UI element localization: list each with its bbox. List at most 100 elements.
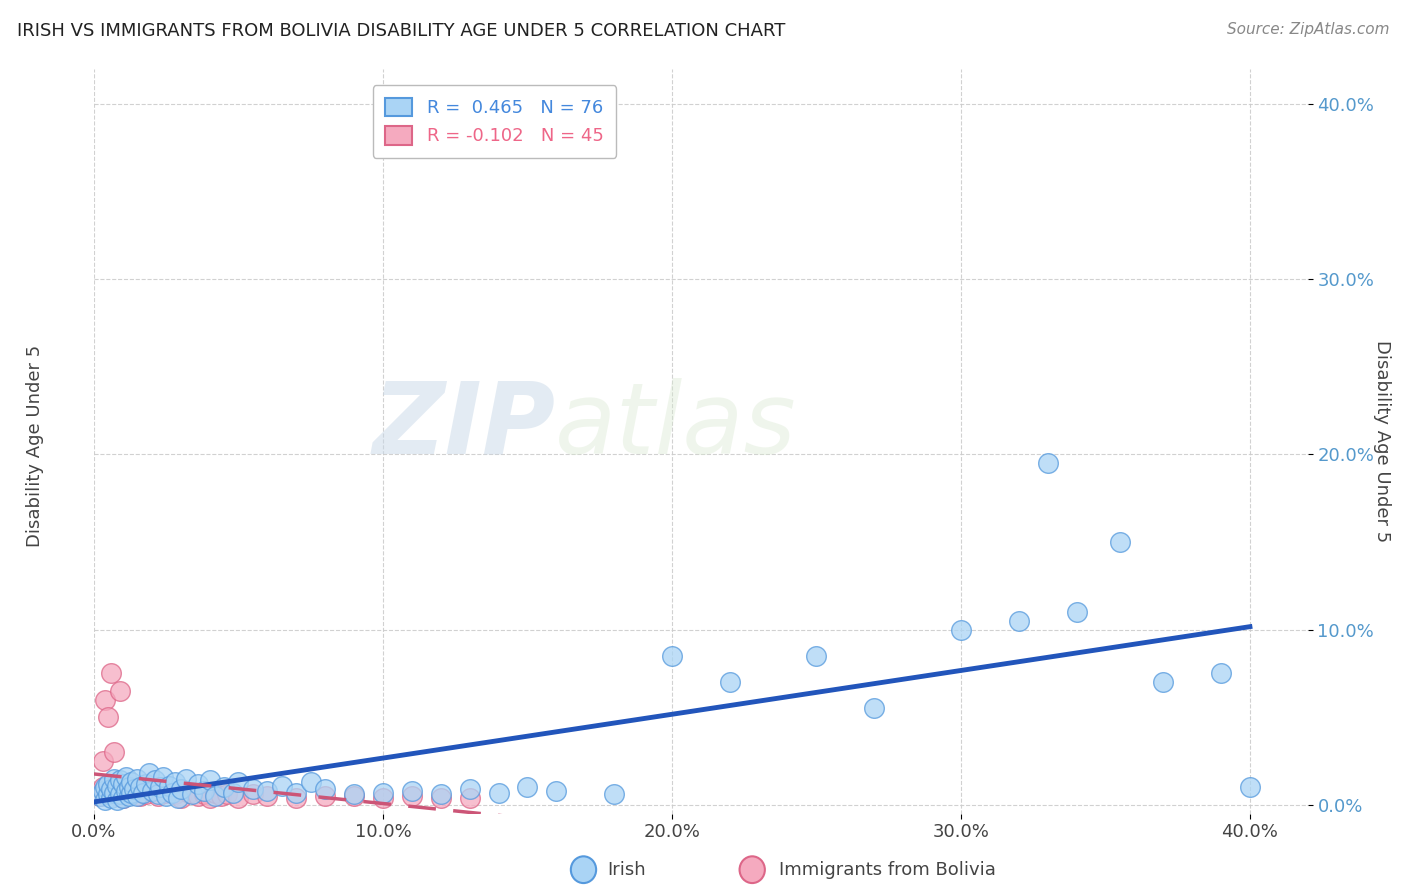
Point (160, 786, 183, 800)
Point (121, 780, 143, 795)
Point (863, 701, 886, 715)
Point (603, 787, 626, 801)
Point (516, 780, 538, 795)
Point (1152, 675, 1174, 690)
Point (242, 782, 264, 797)
Point (546, 784, 568, 798)
Point (111, 790, 134, 805)
Point (94, 792, 117, 806)
Point (1066, 605, 1088, 619)
Point (1239, 780, 1261, 795)
Point (204, 786, 226, 800)
Point (100, 666, 122, 681)
Point (285, 786, 308, 800)
Point (117, 780, 139, 795)
Point (343, 789, 366, 803)
Point (169, 790, 191, 805)
Point (204, 789, 226, 803)
Point (221, 786, 243, 800)
Point (103, 780, 125, 795)
Point (129, 789, 152, 803)
Point (105, 792, 128, 806)
Point (103, 772, 125, 786)
Point (242, 787, 264, 801)
Y-axis label: Disability Age Under 5: Disability Age Under 5 (1374, 340, 1391, 542)
Point (100, 787, 122, 801)
Point (193, 784, 215, 798)
Point (91, 784, 114, 798)
Text: atlas: atlas (555, 377, 797, 475)
Point (270, 779, 292, 793)
Point (157, 779, 180, 793)
Point (163, 787, 186, 801)
Point (401, 789, 423, 803)
Point (132, 786, 155, 800)
Point (91, 780, 114, 795)
Point (256, 789, 278, 803)
Point (1008, 614, 1031, 628)
Point (661, 648, 683, 663)
Point (155, 789, 177, 803)
Point (117, 787, 139, 801)
Point (163, 775, 186, 789)
Point (429, 790, 451, 805)
Point (429, 787, 451, 801)
Point (135, 777, 157, 791)
Point (458, 782, 481, 797)
Point (100, 782, 122, 797)
Point (488, 786, 510, 800)
Point (1036, 456, 1059, 470)
Point (371, 786, 394, 800)
Text: Irish: Irish (607, 861, 645, 879)
Text: Immigrants from Bolivia: Immigrants from Bolivia (779, 861, 995, 879)
Point (89, 789, 111, 803)
Text: ZIP: ZIP (373, 377, 555, 475)
Point (212, 780, 235, 795)
Point (103, 745, 125, 759)
Point (127, 784, 149, 798)
Point (138, 766, 160, 780)
Point (124, 782, 146, 797)
Point (228, 775, 250, 789)
Point (718, 675, 741, 690)
Point (97, 784, 120, 798)
Point (141, 784, 163, 798)
Point (401, 784, 423, 798)
Point (108, 773, 131, 788)
Point (187, 789, 209, 803)
Point (193, 787, 215, 801)
Point (135, 787, 157, 801)
Point (114, 786, 136, 800)
Point (127, 772, 149, 786)
Point (209, 789, 232, 803)
Point (152, 770, 174, 784)
Point (314, 789, 336, 803)
Point (285, 790, 308, 805)
Point (108, 684, 131, 698)
Point (114, 784, 136, 798)
Point (108, 787, 131, 801)
Point (132, 786, 155, 800)
Text: IRISH VS IMMIGRANTS FROM BOLIVIA DISABILITY AGE UNDER 5 CORRELATION CHART: IRISH VS IMMIGRANTS FROM BOLIVIA DISABIL… (17, 22, 785, 40)
Point (111, 777, 134, 791)
Point (127, 789, 149, 803)
Point (105, 777, 128, 791)
Point (146, 787, 169, 801)
Point (143, 773, 166, 788)
Point (1209, 666, 1232, 681)
Point (121, 786, 143, 800)
Point (181, 787, 204, 801)
Point (114, 770, 136, 784)
Point (1109, 534, 1132, 549)
Point (111, 790, 134, 805)
Point (117, 789, 139, 803)
Legend: R =  0.465   N = 76, R = -0.102   N = 45: R = 0.465 N = 76, R = -0.102 N = 45 (373, 85, 616, 158)
Point (149, 780, 172, 795)
Point (198, 790, 221, 805)
Point (141, 784, 163, 798)
Point (176, 772, 198, 786)
Text: Source: ZipAtlas.com: Source: ZipAtlas.com (1226, 22, 1389, 37)
Point (256, 784, 278, 798)
Point (94, 786, 117, 800)
Point (108, 784, 131, 798)
